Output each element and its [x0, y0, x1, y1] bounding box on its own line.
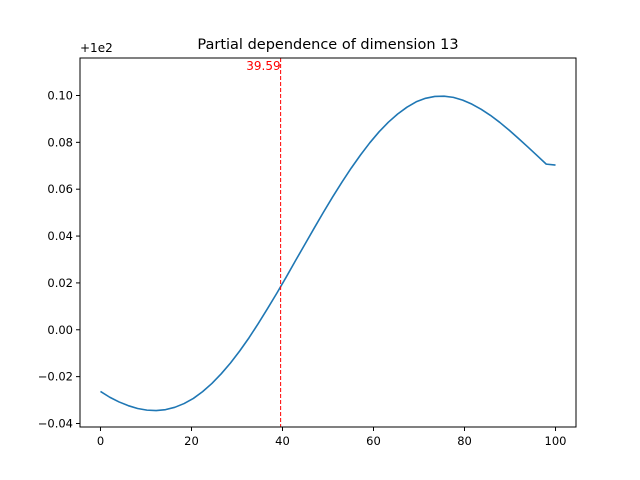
y-tick-label: 0.06 — [47, 182, 73, 196]
x-tick-label: 0 — [97, 434, 104, 448]
plot-area: 0 20 40 60 80 100 −0.04 −0.02 0.00 0.02 0.04 0.06 0.… — [38, 58, 567, 448]
vertical-marker-label: 39.59 — [246, 59, 280, 73]
x-tick-label: 60 — [366, 434, 381, 448]
y-tick-label: 0.02 — [47, 276, 73, 290]
x-tick-label: 100 — [545, 434, 567, 448]
y-tick-label: 0.00 — [47, 323, 73, 337]
x-tick-label: 40 — [275, 434, 290, 448]
series-line — [100, 95, 556, 412]
y-tick-label: 0.10 — [47, 88, 73, 102]
y-tick-label: −0.02 — [38, 370, 73, 384]
y-tick-label: 0.04 — [47, 229, 73, 243]
y-tick-label: −0.04 — [38, 416, 73, 430]
x-tick-label: 20 — [184, 434, 199, 448]
x-tick-label: 80 — [457, 434, 472, 448]
chart-title: Partial dependence of dimension 13 — [197, 37, 458, 53]
y-axis-offset-label: +1e2 — [80, 41, 113, 55]
axes-frame — [79, 57, 577, 428]
y-tick-label: 0.08 — [47, 135, 73, 149]
